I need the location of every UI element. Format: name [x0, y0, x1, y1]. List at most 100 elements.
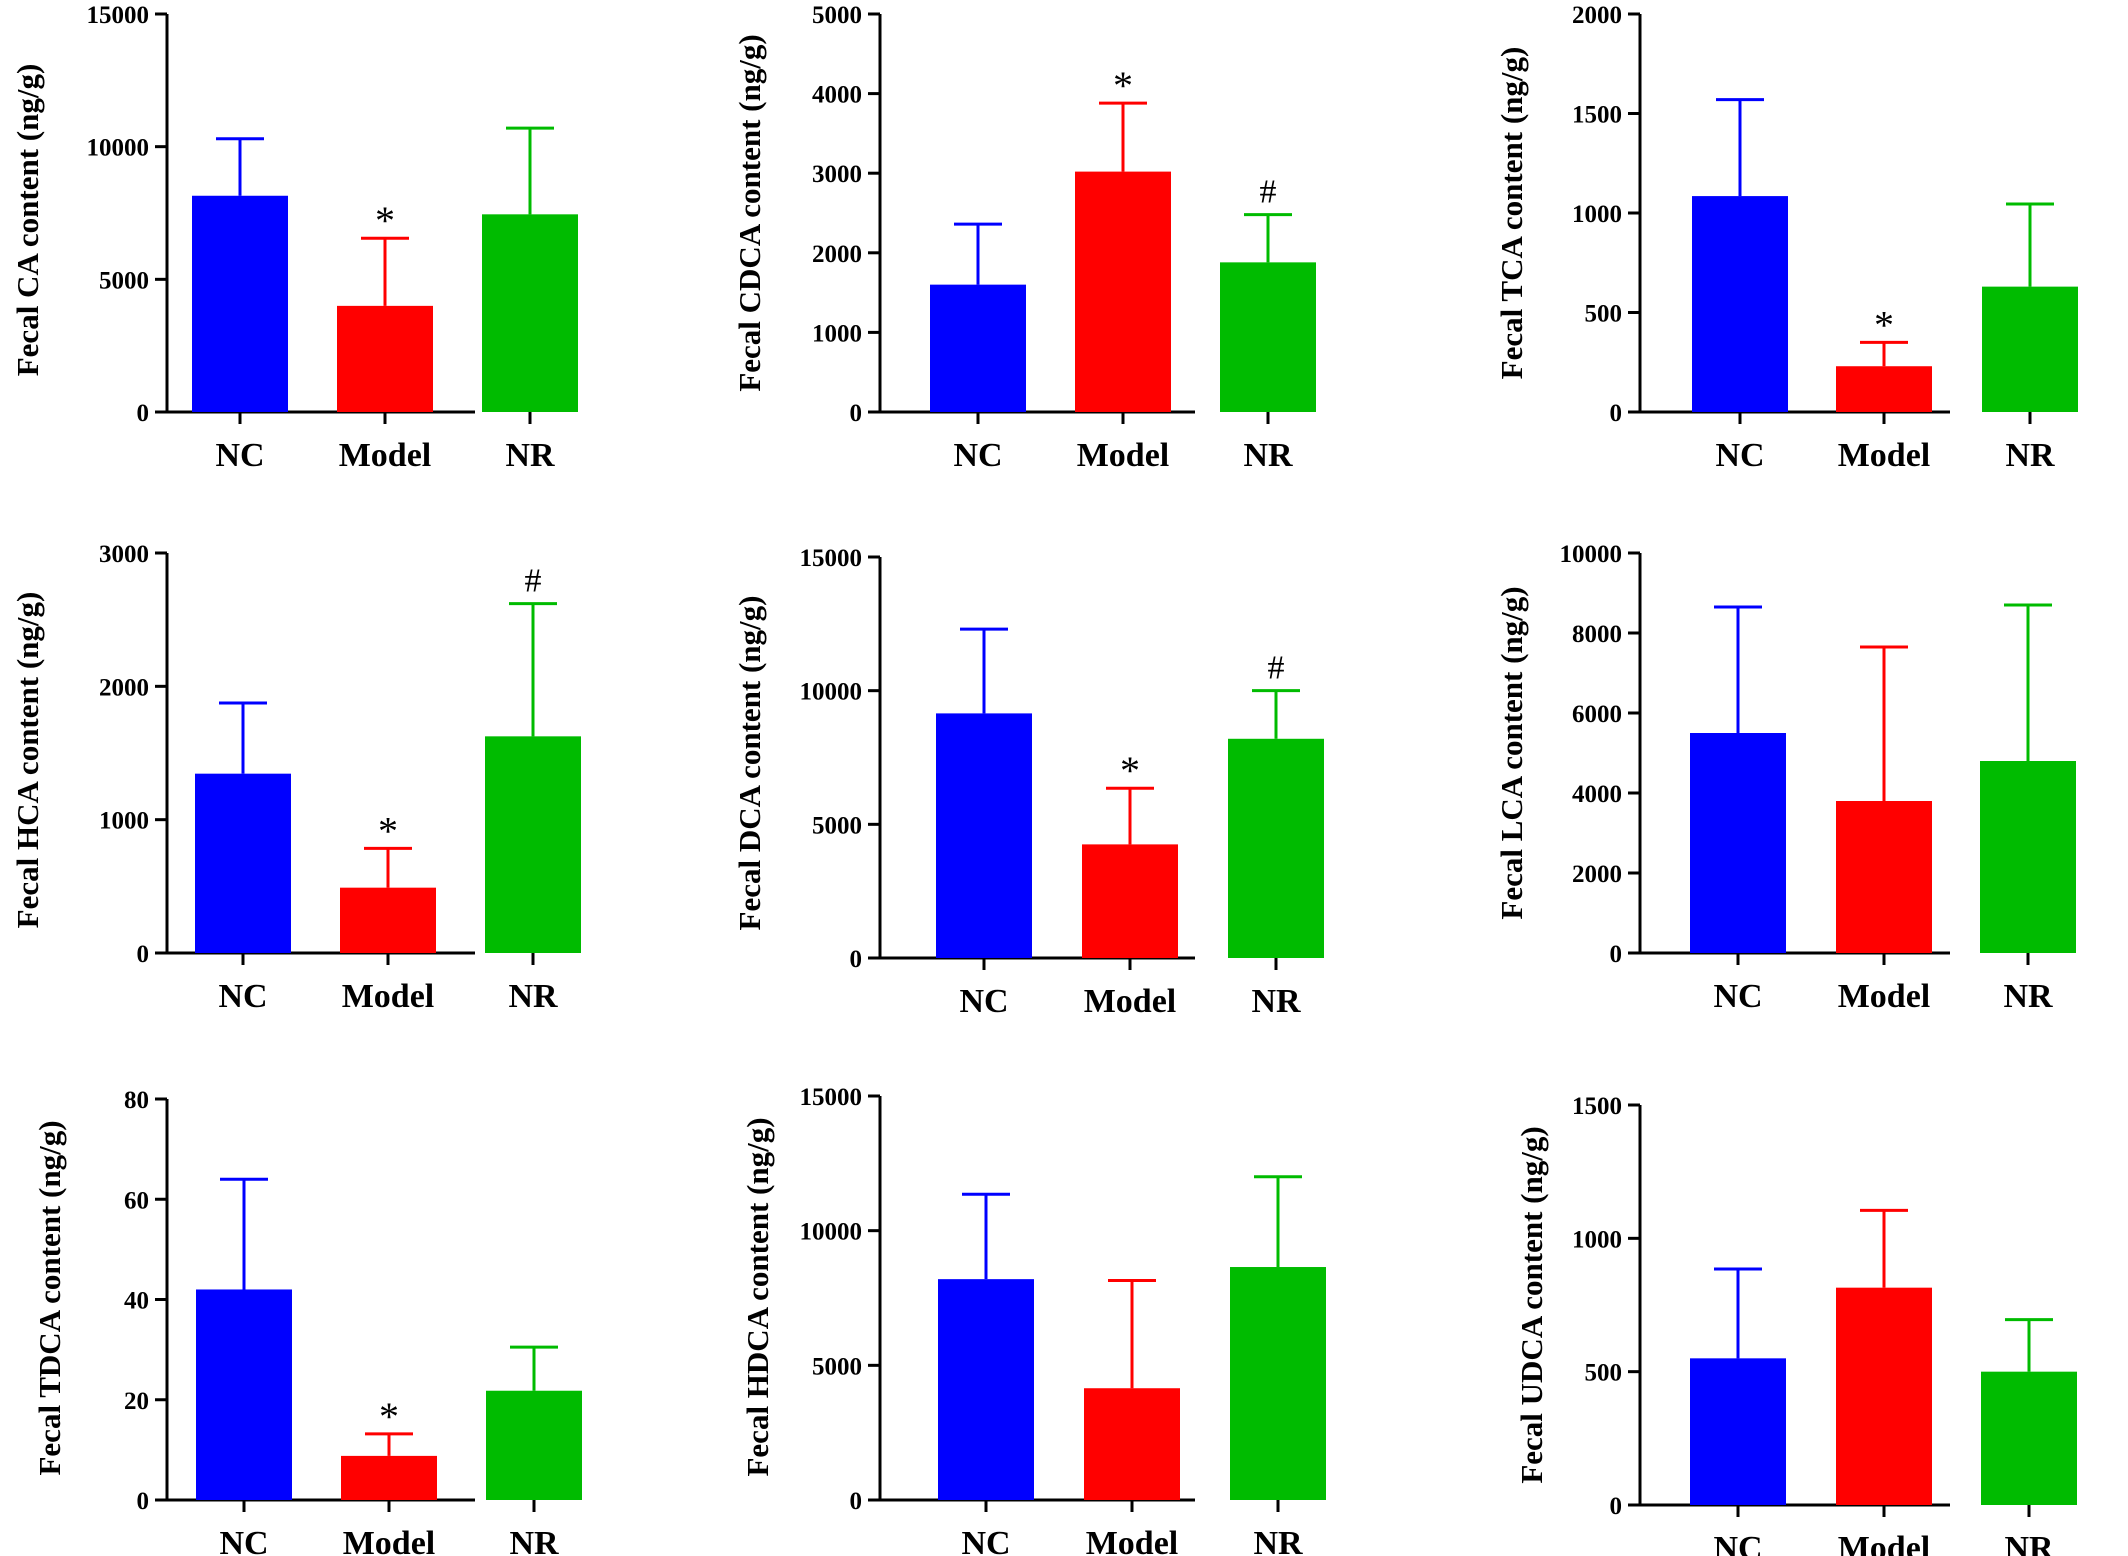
chart-panel-9: Fecal UDCA content (ng/g) 0 500 1000 1500 NC M…: [1514, 1093, 2077, 1556]
chart-panel-8: Fecal HDCA content (ng/g) 0 5000 10000 15000…: [740, 1084, 1326, 1556]
x-category-label: Model: [1077, 437, 1170, 474]
y-axis-title: Fecal HDCA content (ng/g): [740, 1117, 775, 1476]
x-category-label: Model: [1086, 1525, 1179, 1556]
y-tick-label: 40: [124, 1288, 149, 1315]
bar-nr: [1982, 286, 2078, 412]
y-tick-label: 0: [850, 400, 863, 427]
bar-nr: [486, 1390, 582, 1500]
bar-nc: [1690, 733, 1786, 953]
y-tick-label: 5000: [812, 2, 862, 29]
x-category-label: NR: [2004, 1530, 2054, 1556]
bar-nr: [1981, 1371, 2077, 1505]
bar-nr: [1228, 738, 1324, 958]
y-tick-label: 0: [137, 941, 150, 968]
y-tick-label: 0: [850, 1488, 863, 1515]
chart-panel-5: Fecal DCA content (ng/g) 0 5000 10000 15000 N…: [732, 545, 1324, 1020]
y-tick-label: 500: [1585, 1360, 1623, 1387]
y-tick-label: 2000: [1572, 2, 1622, 29]
x-category-label: NC: [219, 1525, 268, 1556]
bar-model: [1084, 1388, 1180, 1500]
x-category-label: Model: [1838, 978, 1931, 1015]
y-tick-label: 5000: [99, 267, 149, 294]
bar-model: [341, 1455, 437, 1500]
bar-model: [1836, 1287, 1932, 1505]
y-axis-title: Fecal CDCA content (ng/g): [732, 34, 767, 391]
y-tick-label: 0: [1610, 941, 1623, 968]
bar-nr: [485, 736, 581, 953]
x-category-label: NR: [2003, 978, 2053, 1015]
x-category-label: NR: [1253, 1525, 1303, 1556]
y-axis-title: Fecal LCA content (ng/g): [1494, 586, 1529, 919]
significance-hash: #: [1268, 650, 1285, 687]
x-category-label: NC: [1713, 1530, 1762, 1556]
bar-nc: [930, 284, 1026, 412]
chart-panel-1: Fecal CA content (ng/g) 0 5000 10000 15000 NC…: [10, 2, 578, 474]
y-tick-label: 60: [124, 1187, 149, 1214]
y-tick-label: 2000: [99, 674, 149, 701]
y-tick-label: 4000: [1572, 781, 1622, 808]
y-axis-title: Fecal TCA content (ng/g): [1494, 47, 1529, 380]
y-tick-label: 10000: [1560, 541, 1623, 568]
y-tick-label: 20: [124, 1388, 149, 1415]
bar-nc: [938, 1279, 1034, 1500]
y-tick-label: 0: [850, 946, 863, 973]
y-tick-label: 15000: [800, 545, 863, 572]
bar-model: [1082, 844, 1178, 958]
y-tick-label: 0: [1610, 400, 1623, 427]
y-tick-label: 3000: [99, 541, 149, 568]
chart-panel-2: Fecal CDCA content (ng/g) 0 1000 2000 3000 40…: [732, 2, 1316, 474]
bar-nc: [192, 195, 288, 412]
y-tick-label: 6000: [1572, 701, 1622, 728]
chart-panel-4: Fecal HCA content (ng/g) 0 1000 2000 3000 NC M…: [10, 541, 581, 1015]
y-tick-label: 15000: [800, 1084, 863, 1111]
y-tick-label: 500: [1585, 301, 1623, 328]
y-axis-title: Fecal HCA content (ng/g): [10, 592, 45, 929]
y-tick-label: 5000: [812, 812, 862, 839]
y-axis-title: Fecal DCA content (ng/g): [732, 596, 767, 931]
bar-nr: [1230, 1267, 1326, 1500]
y-tick-label: 1000: [99, 808, 149, 835]
significance-star: *: [1113, 63, 1133, 108]
x-category-label: NR: [1251, 983, 1301, 1020]
chart-panel-3: Fecal TCA content (ng/g) 0 500 1000 1500 2000…: [1494, 2, 2078, 474]
y-tick-label: 5000: [812, 1353, 862, 1380]
y-tick-label: 4000: [812, 82, 862, 109]
significance-star: *: [379, 1394, 399, 1439]
significance-star: *: [1874, 302, 1894, 347]
x-category-label: NC: [959, 983, 1008, 1020]
y-tick-label: 0: [1610, 1493, 1623, 1520]
y-tick-label: 3000: [812, 161, 862, 188]
bar-model: [1836, 801, 1932, 953]
bar-model: [1836, 366, 1932, 412]
x-category-label: NR: [508, 978, 558, 1015]
bar-model: [340, 887, 436, 953]
y-tick-label: 0: [137, 400, 150, 427]
bar-model: [1075, 171, 1171, 412]
x-category-label: NR: [1243, 437, 1293, 474]
x-category-label: Model: [342, 978, 435, 1015]
y-tick-label: 1500: [1572, 1093, 1622, 1120]
y-tick-label: 0: [137, 1488, 150, 1515]
bar-nr: [482, 214, 578, 412]
significance-star: *: [1120, 748, 1140, 793]
bar-nc: [195, 773, 291, 953]
significance-hash: #: [1260, 174, 1277, 211]
significance-star: *: [375, 198, 395, 243]
y-tick-label: 80: [124, 1087, 149, 1114]
y-tick-label: 10000: [87, 135, 150, 162]
y-axis-title: Fecal CA content (ng/g): [10, 64, 45, 377]
y-tick-label: 1000: [1572, 201, 1622, 228]
bar-nc: [1692, 196, 1788, 412]
x-category-label: NC: [1713, 978, 1762, 1015]
bar-nc: [196, 1289, 292, 1500]
y-tick-label: 10000: [800, 679, 863, 706]
y-axis-title: Fecal UDCA content (ng/g): [1514, 1126, 1549, 1483]
x-category-label: Model: [1084, 983, 1177, 1020]
x-category-label: Model: [339, 437, 432, 474]
bar-model: [337, 305, 433, 412]
y-tick-label: 8000: [1572, 621, 1622, 648]
bar-nc: [1690, 1358, 1786, 1505]
x-category-label: NC: [1715, 437, 1764, 474]
x-category-label: NC: [953, 437, 1002, 474]
